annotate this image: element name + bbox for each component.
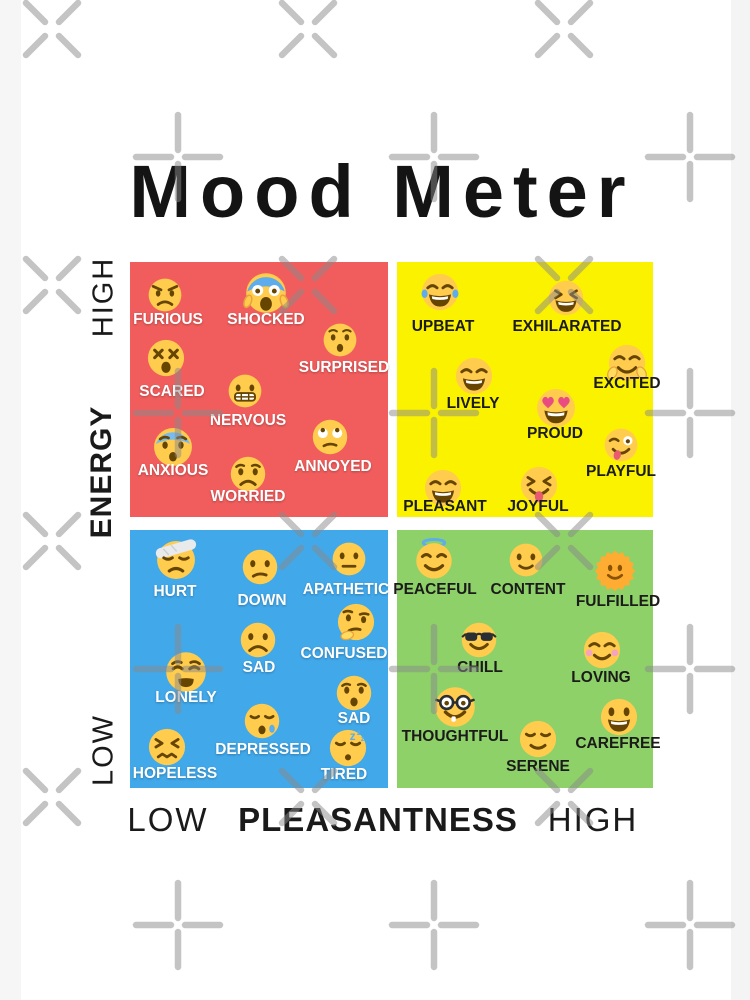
mood-label: THOUGHTFUL bbox=[401, 728, 509, 745]
watermark-plus-icon bbox=[132, 879, 224, 971]
mood-label: SCARED bbox=[139, 383, 205, 400]
emoji-thinking-face bbox=[335, 601, 377, 643]
mood-label: PLEASANT bbox=[403, 498, 487, 515]
mood-label: JOYFUL bbox=[507, 498, 569, 515]
emoji-hushed-face bbox=[321, 321, 359, 359]
mood-label: PEACEFUL bbox=[393, 581, 477, 598]
page-margin-right bbox=[731, 0, 750, 1000]
emoji-squinting-tongue-face bbox=[518, 464, 560, 506]
emoji-laughing-squint-face bbox=[546, 278, 586, 318]
mood-label: FURIOUS bbox=[133, 311, 203, 328]
mood-label: UPBEAT bbox=[411, 318, 475, 335]
quadrant-low-energy-low-pleasantness: HURT DOWN APATHETIC SAD CONFUSED LONELY SAD DEP… bbox=[130, 530, 390, 788]
mood-label: EXCITED bbox=[593, 375, 661, 392]
mood-label: SAD bbox=[242, 659, 276, 676]
mood-label: LOVING bbox=[571, 669, 631, 686]
emoji-frowning-face bbox=[238, 620, 278, 660]
emoji-halo-face bbox=[412, 537, 456, 581]
mood-label: PROUD bbox=[527, 425, 583, 442]
quadrant-high-energy-high-pleasantness: UPBEAT EXHILARATED EXCITED LIVELY PROUD PLAYF… bbox=[397, 262, 661, 517]
emoji-head-bandage-face bbox=[154, 538, 198, 582]
emoji-neutral-face bbox=[330, 540, 368, 578]
mood-label: DOWN bbox=[237, 592, 287, 609]
mood-label: APATHETIC bbox=[302, 581, 390, 598]
x-axis-high-label: HIGH bbox=[547, 801, 639, 838]
svg-text:z: z bbox=[350, 730, 356, 743]
mood-label: CONTENT bbox=[490, 581, 566, 598]
emoji-slightly-smiling-face bbox=[507, 541, 545, 579]
page-margin-left bbox=[0, 0, 21, 1000]
watermark-plus-icon bbox=[644, 879, 736, 971]
svg-text:z: z bbox=[357, 728, 361, 737]
mood-label: LONELY bbox=[155, 689, 217, 706]
watermark-x-icon bbox=[20, 509, 84, 573]
watermark-x-icon bbox=[532, 0, 596, 61]
emoji-grinning-face bbox=[598, 696, 640, 738]
emoji-face-with-tears-of-joy bbox=[419, 271, 461, 313]
watermark-x-icon bbox=[20, 765, 84, 829]
mood-label: ANXIOUS bbox=[137, 462, 209, 479]
mood-label: NERVOUS bbox=[209, 412, 287, 429]
emoji-hugging-face bbox=[606, 342, 648, 384]
poster-title: Mood Meter bbox=[129, 150, 635, 233]
emoji-sunglasses-face bbox=[459, 620, 499, 660]
emoji-relieved-face bbox=[517, 718, 559, 760]
emoji-sad-tear-face bbox=[242, 701, 282, 741]
mood-label: SURPRISED bbox=[298, 359, 390, 376]
watermark-plus-icon bbox=[388, 879, 480, 971]
mood-label: PLAYFUL bbox=[585, 463, 657, 480]
mood-label: HURT bbox=[153, 583, 197, 600]
emoji-nerd-face bbox=[432, 684, 478, 730]
emoji-confused-face bbox=[240, 547, 280, 587]
mood-label: LIVELY bbox=[446, 395, 500, 412]
x-axis-low-label: LOW bbox=[127, 801, 209, 838]
emoji-angry-face bbox=[146, 276, 184, 314]
mood-label: SAD bbox=[337, 710, 371, 727]
emoji-heart-eyes-face bbox=[534, 386, 578, 430]
emoji-winking-tongue-face bbox=[602, 426, 640, 464]
quadrant-low-energy-high-pleasantness: PEACEFUL CONTENT FULFILLED CHILL LOVING THOUG… bbox=[393, 530, 661, 788]
emoji-screaming-face bbox=[243, 270, 289, 316]
watermark-x-icon bbox=[20, 253, 84, 317]
mood-label: CONFUSED bbox=[300, 645, 388, 662]
watermark-x-icon bbox=[20, 0, 84, 61]
mood-label: FULFILLED bbox=[575, 593, 661, 610]
y-axis-low-label: LOW bbox=[87, 713, 120, 787]
x-axis-title: PLEASANTNESS bbox=[238, 801, 518, 838]
emoji-sun-with-face bbox=[593, 549, 637, 593]
emoji-grimacing-face bbox=[226, 372, 264, 410]
mood-label: CHILL bbox=[457, 659, 503, 676]
watermark-plus-icon bbox=[644, 623, 736, 715]
emoji-dizzy-face bbox=[145, 337, 187, 379]
mood-label: DEPRESSED bbox=[215, 741, 311, 758]
mood-label: ANNOYED bbox=[294, 458, 372, 475]
mood-label: EXHILARATED bbox=[512, 318, 622, 335]
emoji-beaming-face bbox=[422, 467, 464, 509]
mood-label: CAREFREE bbox=[575, 735, 661, 752]
y-axis-title: ENERGY bbox=[85, 405, 118, 539]
emoji-frowning-open-face bbox=[334, 673, 374, 713]
mood-label: HOPELESS bbox=[132, 765, 218, 782]
svg-text:z: z bbox=[361, 736, 365, 743]
mood-label: WORRIED bbox=[210, 488, 286, 505]
emoji-blushing-smile-face bbox=[581, 629, 623, 671]
watermark-x-icon bbox=[276, 0, 340, 61]
mood-label: SERENE bbox=[506, 758, 570, 775]
y-axis-high-label: HIGH bbox=[87, 256, 120, 338]
mood-label: SHOCKED bbox=[227, 311, 305, 328]
emoji-worried-face bbox=[228, 454, 268, 494]
emoji-beaming-face bbox=[453, 355, 495, 397]
emoji-face-with-rolling-eyes bbox=[310, 417, 350, 457]
emoji-confounded-face bbox=[146, 726, 188, 768]
mood-label: TIRED bbox=[320, 766, 368, 783]
quadrant-high-energy-low-pleasantness: FURIOUS SHOCKED SURPRISED SCARED NERVOUS ANXI… bbox=[130, 262, 390, 517]
